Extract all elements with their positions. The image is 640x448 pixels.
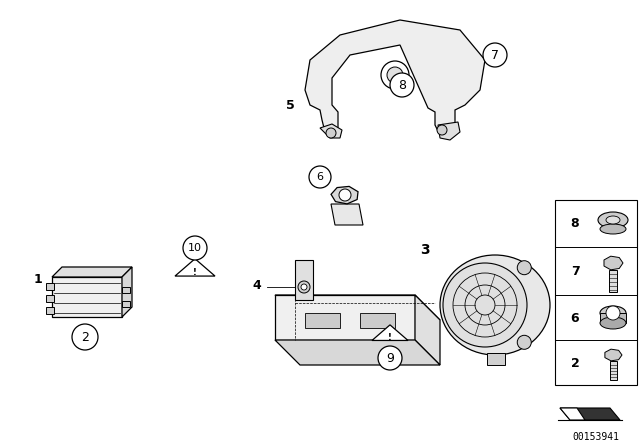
Polygon shape [331, 204, 363, 225]
Bar [46, 283, 54, 290]
Polygon shape [175, 259, 215, 276]
Polygon shape [275, 340, 440, 365]
Ellipse shape [440, 255, 550, 355]
Polygon shape [52, 277, 122, 317]
Circle shape [298, 281, 310, 293]
Circle shape [309, 166, 331, 188]
Bar [122, 287, 130, 293]
Ellipse shape [600, 317, 626, 329]
Circle shape [301, 284, 307, 290]
Polygon shape [275, 295, 415, 340]
Circle shape [517, 335, 531, 349]
Circle shape [339, 189, 351, 201]
Circle shape [517, 261, 531, 275]
Circle shape [183, 236, 207, 260]
Text: !: ! [388, 332, 392, 341]
Circle shape [378, 346, 402, 370]
Polygon shape [605, 349, 622, 361]
Circle shape [483, 43, 507, 67]
Circle shape [387, 67, 403, 83]
Circle shape [606, 306, 620, 320]
Text: 8: 8 [571, 216, 579, 229]
Polygon shape [560, 408, 585, 420]
Text: 6: 6 [317, 172, 323, 182]
Text: 9: 9 [386, 352, 394, 365]
Text: 3: 3 [420, 243, 430, 257]
Polygon shape [415, 295, 440, 365]
Polygon shape [122, 267, 132, 317]
Polygon shape [331, 186, 358, 204]
Text: 2: 2 [81, 331, 89, 344]
Bar [610, 361, 617, 380]
Bar [487, 353, 505, 365]
Text: 7: 7 [491, 48, 499, 61]
Circle shape [72, 324, 98, 350]
Polygon shape [275, 295, 440, 320]
Bar [305, 313, 340, 328]
Text: 6: 6 [571, 311, 579, 324]
Text: 4: 4 [253, 279, 261, 292]
Ellipse shape [606, 216, 620, 224]
Polygon shape [438, 122, 460, 140]
Ellipse shape [598, 212, 628, 228]
Polygon shape [52, 267, 132, 277]
Circle shape [443, 263, 527, 347]
Circle shape [326, 128, 336, 138]
Text: 1: 1 [34, 273, 42, 286]
Text: 2: 2 [571, 357, 579, 370]
Circle shape [390, 73, 414, 97]
Bar [600, 313, 626, 323]
Text: !: ! [193, 267, 197, 276]
Text: 7: 7 [571, 264, 579, 277]
Bar [360, 313, 395, 328]
Circle shape [381, 61, 409, 89]
Polygon shape [560, 408, 620, 420]
Bar [46, 307, 54, 314]
Text: 5: 5 [285, 99, 294, 112]
Bar [609, 270, 617, 292]
Polygon shape [604, 256, 623, 270]
Polygon shape [320, 124, 342, 138]
Text: 10: 10 [188, 243, 202, 253]
Bar [46, 295, 54, 302]
Polygon shape [372, 325, 408, 340]
Polygon shape [305, 20, 485, 135]
Text: 00153941: 00153941 [573, 432, 620, 442]
Circle shape [437, 125, 447, 135]
Ellipse shape [600, 224, 626, 234]
Bar [122, 301, 130, 307]
Polygon shape [295, 260, 313, 300]
Bar [555, 200, 637, 385]
Ellipse shape [600, 306, 626, 320]
Text: 8: 8 [398, 78, 406, 91]
